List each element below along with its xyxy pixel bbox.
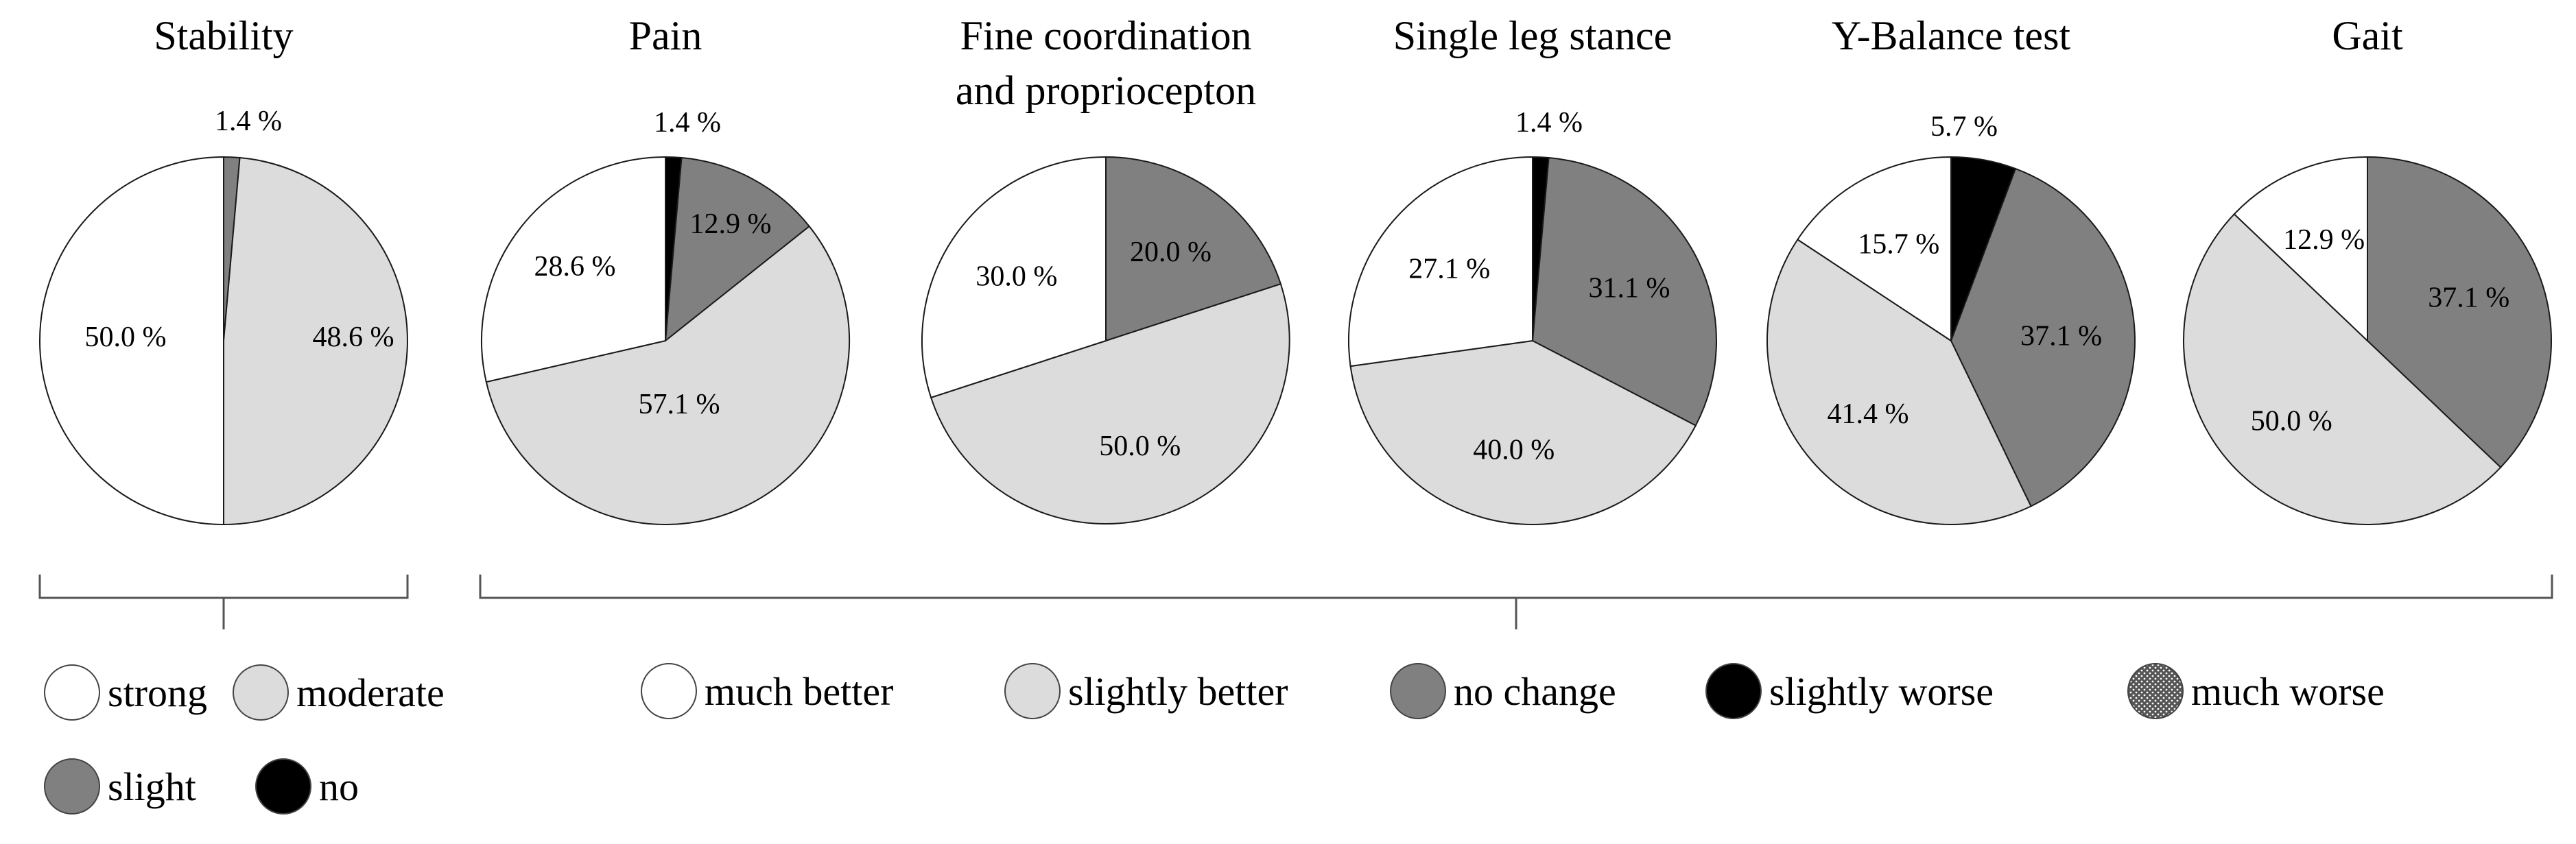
legend-label: strong <box>108 671 207 715</box>
pie-stability: Stability 1.4 % 48.6 % 50.0 % <box>39 13 408 526</box>
slice-label: 37.1 % <box>2428 282 2509 314</box>
pie-slice-slightly-better <box>930 282 1290 525</box>
legend-label: moderate <box>296 671 445 715</box>
legend-swatch <box>641 663 697 719</box>
slice-label: 1.4 % <box>1515 107 1583 138</box>
slice-label: 40.0 % <box>1473 435 1555 466</box>
slice-label: 30.0 % <box>976 261 1057 293</box>
legend-label: no change <box>1454 669 1616 714</box>
pie-title: Fine coordination and propriocepton <box>956 13 1256 113</box>
legend-label: much better <box>705 669 893 714</box>
slice-label: 15.7 % <box>1858 228 1939 260</box>
pie-title: Stability <box>154 13 293 58</box>
legend-item-moderate: moderate <box>233 664 445 721</box>
pie-slice-much-better <box>921 156 1107 399</box>
legend-label: slight <box>108 764 196 809</box>
stability-group-bracket <box>38 575 409 629</box>
pie-single-leg-stance: Single leg stance 1.4 % 31.1 % 40.0 % 27.1 % <box>1348 13 1717 525</box>
pie-slice-no-change <box>1531 156 1717 426</box>
group-brackets <box>38 575 2553 629</box>
slice-label: 1.4 % <box>654 107 721 138</box>
pie-slice-slightly-better <box>485 225 850 525</box>
pie-slice-much-better <box>1796 156 1952 342</box>
legend: strong moderate slight no much better slightl… <box>44 663 2385 815</box>
legend-swatch <box>255 758 311 815</box>
legend-swatch <box>233 664 289 721</box>
pie-slice-slightly-better <box>1766 238 2032 526</box>
pie-gait: Gait 37.1 % 50.0 % 12.9 % <box>2182 13 2553 526</box>
slice-label: 28.6 % <box>534 251 616 282</box>
slice-label: 50.0 % <box>1099 431 1181 462</box>
pie-title: Pain <box>629 13 702 58</box>
legend-swatch <box>1004 663 1061 719</box>
slice-label: 5.7 % <box>1930 111 1998 143</box>
legend-item-slight: slight <box>44 758 196 815</box>
slice-label: 31.1 % <box>1589 273 1670 304</box>
slice-label: 12.9 % <box>2283 224 2365 256</box>
pie-slice-no-change <box>664 156 811 343</box>
slice-label: 27.1 % <box>1408 254 1490 285</box>
slice-label: 20.0 % <box>1130 237 1212 268</box>
legend-swatch <box>2127 663 2184 719</box>
slice-label: 50.0 % <box>2251 406 2332 437</box>
legend-item-strong: strong <box>44 664 207 721</box>
legend-swatch <box>44 664 100 721</box>
pie-slice-slightly-better <box>2182 213 2502 526</box>
legend-label: slightly better <box>1068 669 1288 714</box>
slice-label: 48.6 % <box>313 322 394 353</box>
pie-slice-slightly-better <box>1349 339 1697 525</box>
pie-pain: Pain 1.4 % 12.9 % 57.1 % 28.6 % <box>481 13 850 525</box>
pie-slice-much-better <box>2233 156 2368 343</box>
legend-item-slightly-worse: slightly worse <box>1705 663 1994 719</box>
legend-label: slightly worse <box>1769 669 1994 714</box>
legend-swatch <box>44 758 100 815</box>
pie-y-balance-test: Y-Balance test 5.7 % 37.1 % 41.4 % 15.7 % <box>1766 13 2136 526</box>
legend-swatch <box>1705 663 1762 719</box>
legend-item-much-worse: much worse <box>2127 663 2385 719</box>
pie-slice-no-change <box>2367 156 2553 469</box>
pie-title: Y-Balance test <box>1832 13 2071 58</box>
pie-slice-no-change <box>1105 156 1282 342</box>
pie-slice-much-better <box>481 156 666 383</box>
pies-layer: Stability 1.4 % 48.6 % 50.0 % Pain 1.4 % 12.9 … <box>39 13 2553 526</box>
pie-title: Single leg stance <box>1393 13 1673 58</box>
legend-item-slightly-better: slightly better <box>1004 663 1288 719</box>
slice-label: 1.4 % <box>215 106 282 137</box>
slice-label: 57.1 % <box>639 389 720 420</box>
legend-label: much worse <box>2191 669 2385 714</box>
pie-slice-strong <box>39 156 224 526</box>
pie-title: Gait <box>2332 13 2403 58</box>
slice-label: 12.9 % <box>690 208 772 240</box>
legend-label: no <box>319 764 359 809</box>
slice-label: 37.1 % <box>2020 321 2102 352</box>
pie-slice-moderate <box>223 156 408 526</box>
legend-item-much-better: much better <box>641 663 893 719</box>
slice-label: 41.4 % <box>1828 398 1909 430</box>
change-group-bracket <box>479 575 2553 629</box>
pie-fine-coordination-and-propriocepton: Fine coordination and propriocepton 20.0 %… <box>921 13 1290 525</box>
legend-swatch <box>1390 663 1446 719</box>
legend-item-no: no <box>255 758 359 815</box>
slice-label: 50.0 % <box>85 322 167 353</box>
pie-slice-no-change <box>1950 167 2136 507</box>
legend-item-no-change: no change <box>1390 663 1616 719</box>
pie-slice-much-better <box>1348 156 1533 367</box>
